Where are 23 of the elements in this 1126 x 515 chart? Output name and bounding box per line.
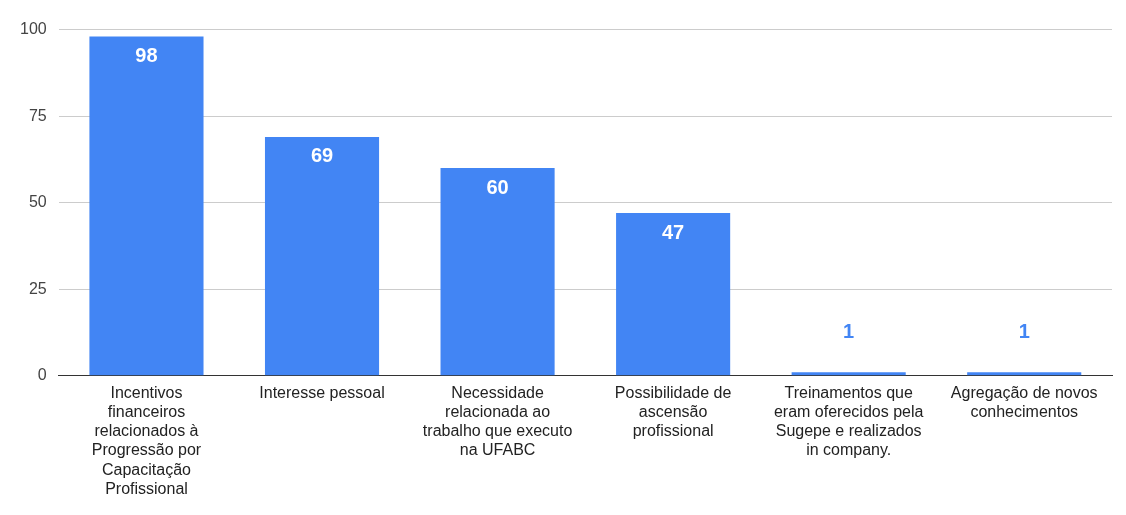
bar [616,213,731,376]
y-tick-label: 75 [28,106,47,124]
y-tick-label: 100 [19,20,47,38]
bar [791,372,906,376]
x-tick-label: Treinamentos que eram oferecidos pela Sugepe e realizados in company. [773,383,924,459]
x-tick-label: Incentivos financeiros relacionados à Progressão por Capacitação Profissional [91,383,202,497]
bar [264,136,380,376]
x-tick-label: Possibilidade de ascensão profissional [614,383,732,440]
x-tick-label: Interesse pessoal [259,383,385,401]
bar [440,168,555,376]
data-label: 1 [1018,319,1030,342]
y-tick-label: 50 [28,193,47,211]
y-tick-label: 25 [28,279,47,297]
x-tick-label: Necessidade relacionada ao trabalho que executo na UFABC [422,383,573,459]
y-tick-label: 0 [37,366,47,384]
data-label: 69 [310,144,334,167]
data-label: 60 [486,175,509,198]
data-label: 98 [135,44,158,67]
x-tick-label: Agregação de novos conhecimentos [950,383,1098,421]
bar [967,372,1082,376]
data-label: 47 [662,220,685,243]
data-label: 1 [843,319,855,342]
bar [89,36,204,376]
